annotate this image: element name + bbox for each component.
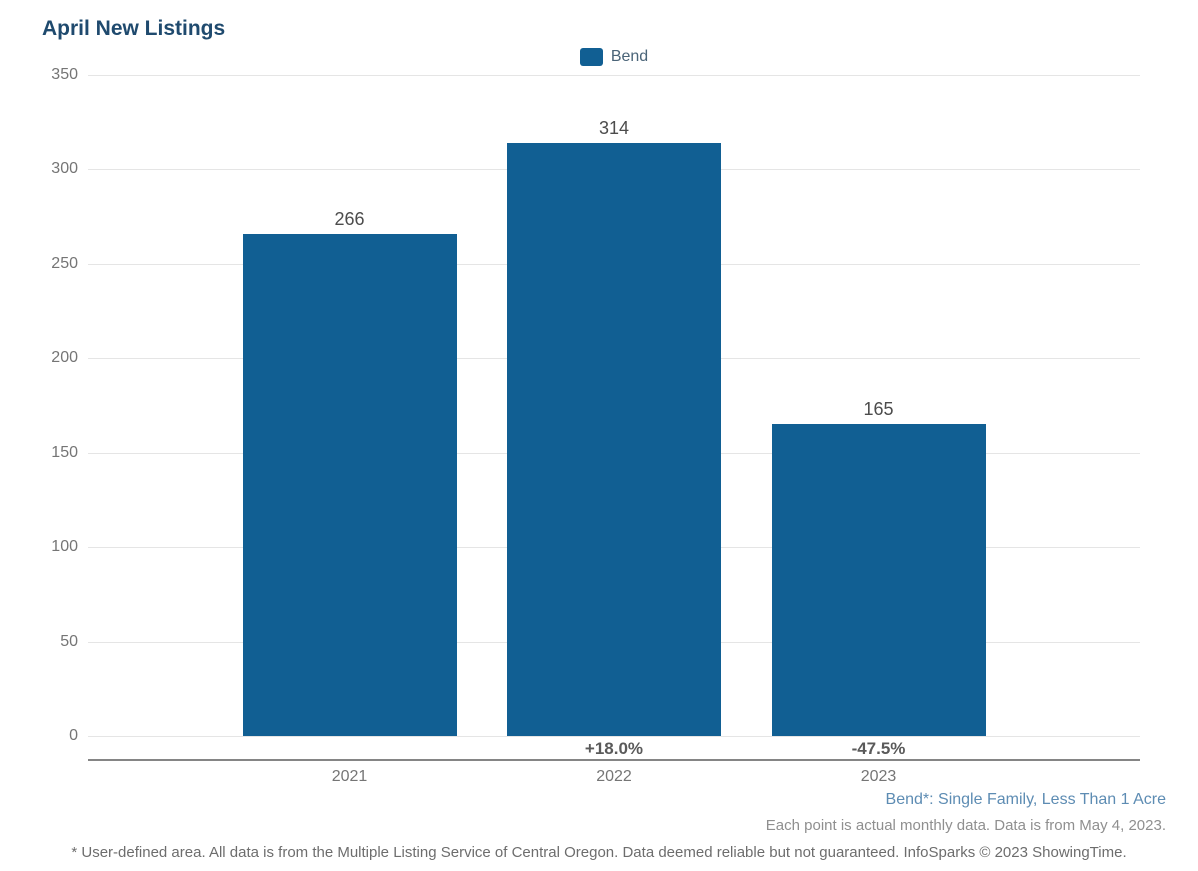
change-label-2022: +18.0% [584, 739, 644, 758]
y-axis-tick-350: 350 [51, 66, 78, 83]
x-axis-label-2023: 2023 [860, 768, 897, 785]
y-axis-tick-50: 50 [60, 632, 78, 650]
bar-2022[interactable] [507, 143, 721, 736]
gridline-350 [88, 75, 1140, 76]
legend-label: Bend [610, 48, 649, 65]
y-axis-tick-0: 0 [69, 727, 78, 744]
series-definition-note: Bend*: Single Family, Less Than 1 Acre [885, 791, 1166, 808]
bar-value-label-2022: 314 [598, 118, 630, 138]
y-axis-tick-300: 300 [51, 160, 78, 178]
bar-value-label-2023: 165 [863, 399, 894, 420]
y-axis-tick-250: 250 [51, 254, 78, 272]
chart-title: April New Listings [42, 17, 226, 40]
bar-2023[interactable] [771, 424, 986, 736]
x-axis-label-2021: 2021 [331, 768, 368, 785]
gridline-0 [88, 736, 1140, 737]
bar-value-label-2021: 266 [334, 208, 365, 229]
legend-item-bend[interactable]: Bend [579, 48, 649, 66]
data-source-note: Each point is actual monthly data. Data … [765, 817, 1166, 834]
legend-swatch-icon [579, 48, 603, 66]
disclaimer-text: * User-defined area. All data is from th… [71, 844, 1127, 861]
y-axis-tick-150: 150 [51, 443, 78, 461]
y-axis-tick-100: 100 [51, 538, 78, 556]
x-axis-line [88, 759, 1140, 761]
bar-2021[interactable] [242, 233, 457, 736]
x-axis-label-2022: 2022 [596, 768, 632, 785]
change-label-2023: -47.5% [851, 739, 906, 758]
legend: Bend [88, 48, 1140, 66]
y-axis-tick-200: 200 [51, 349, 78, 367]
